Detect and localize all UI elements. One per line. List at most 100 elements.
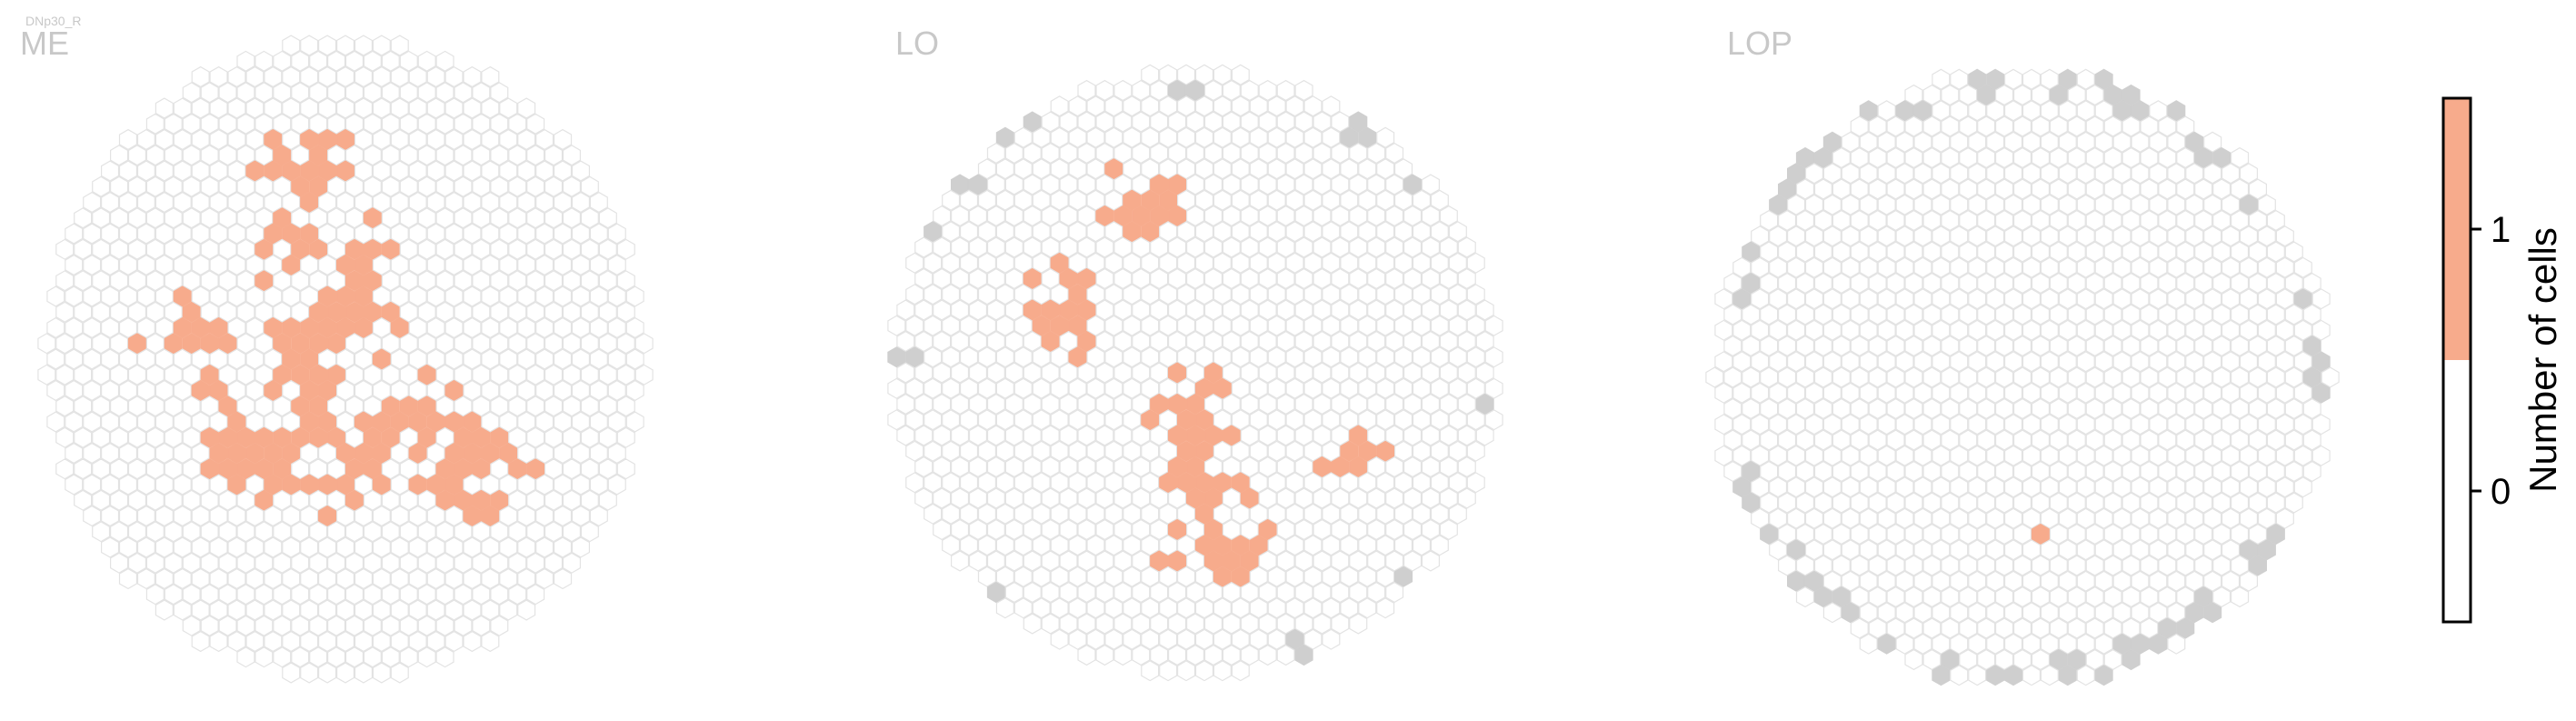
hex-cell-value-0: [526, 489, 545, 511]
hex-cell-value-0: [1349, 267, 1368, 290]
hex-cell-value-0: [2167, 507, 2186, 529]
hex-cell-value-0: [408, 285, 427, 307]
hex-cell-value-0: [363, 615, 382, 636]
hex-cell-value-0: [553, 254, 573, 276]
hex-cell-value-0: [1968, 382, 1987, 404]
hex-cell-value-0: [200, 82, 219, 104]
hex-cell-value-0: [2185, 570, 2204, 592]
hex-cell-value-0: [2122, 366, 2141, 388]
hex-cell-value-1: [444, 474, 464, 496]
hex-cell-value-0: [1950, 445, 1969, 466]
hex-cell-value-0: [508, 238, 527, 260]
hex-cell-value-0: [1222, 299, 1241, 321]
hex-cell-value-0: [535, 505, 554, 527]
hex-cell-value-0: [1850, 492, 1869, 514]
hex-cell-value-0: [1859, 225, 1878, 247]
hex-cell-value-0: [118, 128, 137, 151]
hex-cell-value-0: [1041, 456, 1060, 478]
hex-cell-value-1: [1150, 205, 1169, 227]
hex-cell-value-1: [200, 364, 219, 386]
hex-cell-outside: [1023, 111, 1042, 133]
hex-cell-value-0: [517, 316, 536, 339]
hex-cell-value-0: [1104, 377, 1123, 399]
hex-cell-value-0: [2049, 523, 2068, 546]
hex-cell-value-0: [589, 505, 608, 527]
hex-cell-value-0: [933, 425, 952, 446]
panel-lop: LOP: [1705, 25, 2340, 686]
hex-cell-value-0: [1258, 487, 1277, 509]
hex-cell-value-0: [1023, 550, 1042, 572]
hex-cell-value-0: [2222, 382, 2241, 404]
hex-cell-value-0: [1393, 252, 1413, 274]
hex-cell-value-0: [1430, 221, 1449, 243]
hex-cell-value-0: [905, 472, 924, 494]
hex-cell-value-0: [1393, 315, 1413, 336]
hex-cell-value-0: [1285, 409, 1304, 431]
hex-cell-value-0: [1941, 178, 1960, 200]
hex-cell-value-0: [2194, 366, 2213, 388]
hex-cell-value-0: [1159, 535, 1178, 556]
hex-cell-value-0: [381, 333, 400, 355]
hex-cell-value-0: [1968, 194, 1987, 215]
hex-cell-value-0: [526, 113, 545, 135]
hex-cell-value-0: [1240, 581, 1259, 604]
hex-cell-value-0: [1393, 535, 1413, 556]
header-label: DNp30_R: [25, 14, 81, 28]
hex-cell-value-0: [408, 316, 427, 339]
hex-cell-value-0: [1023, 205, 1042, 227]
hex-cell-value-0: [1959, 335, 1978, 357]
hex-cell-value-0: [1141, 252, 1160, 274]
hex-cell-value-0: [968, 487, 988, 509]
hex-cell-value-1: [1150, 550, 1169, 572]
hex-cell-value-0: [1013, 126, 1033, 148]
hex-cell-value-0: [950, 205, 970, 227]
hex-cell-value-0: [1303, 158, 1323, 180]
hex-cell-value-0: [65, 474, 84, 496]
hex-cell-value-1: [1167, 456, 1187, 478]
hex-cell-value-0: [65, 379, 84, 402]
hex-cell-value-0: [435, 615, 454, 636]
hex-cell-value-0: [344, 646, 364, 668]
hex-cell-value-0: [1322, 409, 1341, 431]
hex-cell-value-0: [1050, 158, 1069, 180]
hex-cell-value-0: [1267, 628, 1286, 650]
hex-cell-value-0: [1376, 566, 1395, 587]
hex-cell-value-0: [209, 474, 228, 496]
hex-cell-value-0: [1430, 409, 1449, 431]
hex-cell-value-0: [463, 630, 482, 653]
hex-cell-outside: [2185, 602, 2204, 624]
hex-cell-value-0: [1968, 633, 1987, 655]
hex-cell-value-0: [472, 175, 491, 197]
hex-cell-value-0: [74, 333, 93, 355]
hex-cell-value-0: [1249, 252, 1268, 274]
hex-cell-value-0: [264, 536, 283, 558]
hex-cell-value-0: [2203, 382, 2222, 404]
hex-cell-value-1: [291, 333, 310, 355]
hex-cell-value-0: [2140, 115, 2159, 137]
hex-cell-value-0: [1932, 539, 1951, 561]
hex-cell-value-0: [191, 505, 210, 527]
hex-cell-value-0: [408, 160, 427, 182]
hex-cell-value-0: [426, 505, 445, 527]
hex-cell-value-0: [2239, 476, 2258, 498]
hex-cell-value-0: [1123, 535, 1142, 556]
hex-cell-value-0: [1786, 319, 1806, 341]
hex-cell-value-0: [1068, 126, 1087, 148]
hex-cell-value-0: [1104, 346, 1123, 368]
hex-cell-value-0: [571, 348, 591, 370]
hex-cell-value-0: [1159, 597, 1178, 619]
hex-cell-value-0: [318, 35, 337, 56]
hex-cell-value-1: [255, 489, 274, 511]
hex-cell-value-0: [1041, 267, 1060, 290]
hex-cell-value-1: [227, 411, 246, 433]
hex-cell-value-0: [1249, 95, 1268, 117]
hex-cell-value-0: [1159, 566, 1178, 587]
hex-cell-outside: [1732, 476, 1752, 498]
hex-cell-value-0: [1760, 429, 1779, 451]
hex-cell-value-0: [2049, 146, 2068, 169]
hex-cell-value-0: [2085, 84, 2104, 106]
hex-cell-value-0: [1822, 163, 1842, 185]
hex-cell-value-0: [2194, 335, 2213, 357]
hex-cell-value-0: [145, 238, 165, 260]
hex-cell-value-1: [309, 145, 328, 166]
